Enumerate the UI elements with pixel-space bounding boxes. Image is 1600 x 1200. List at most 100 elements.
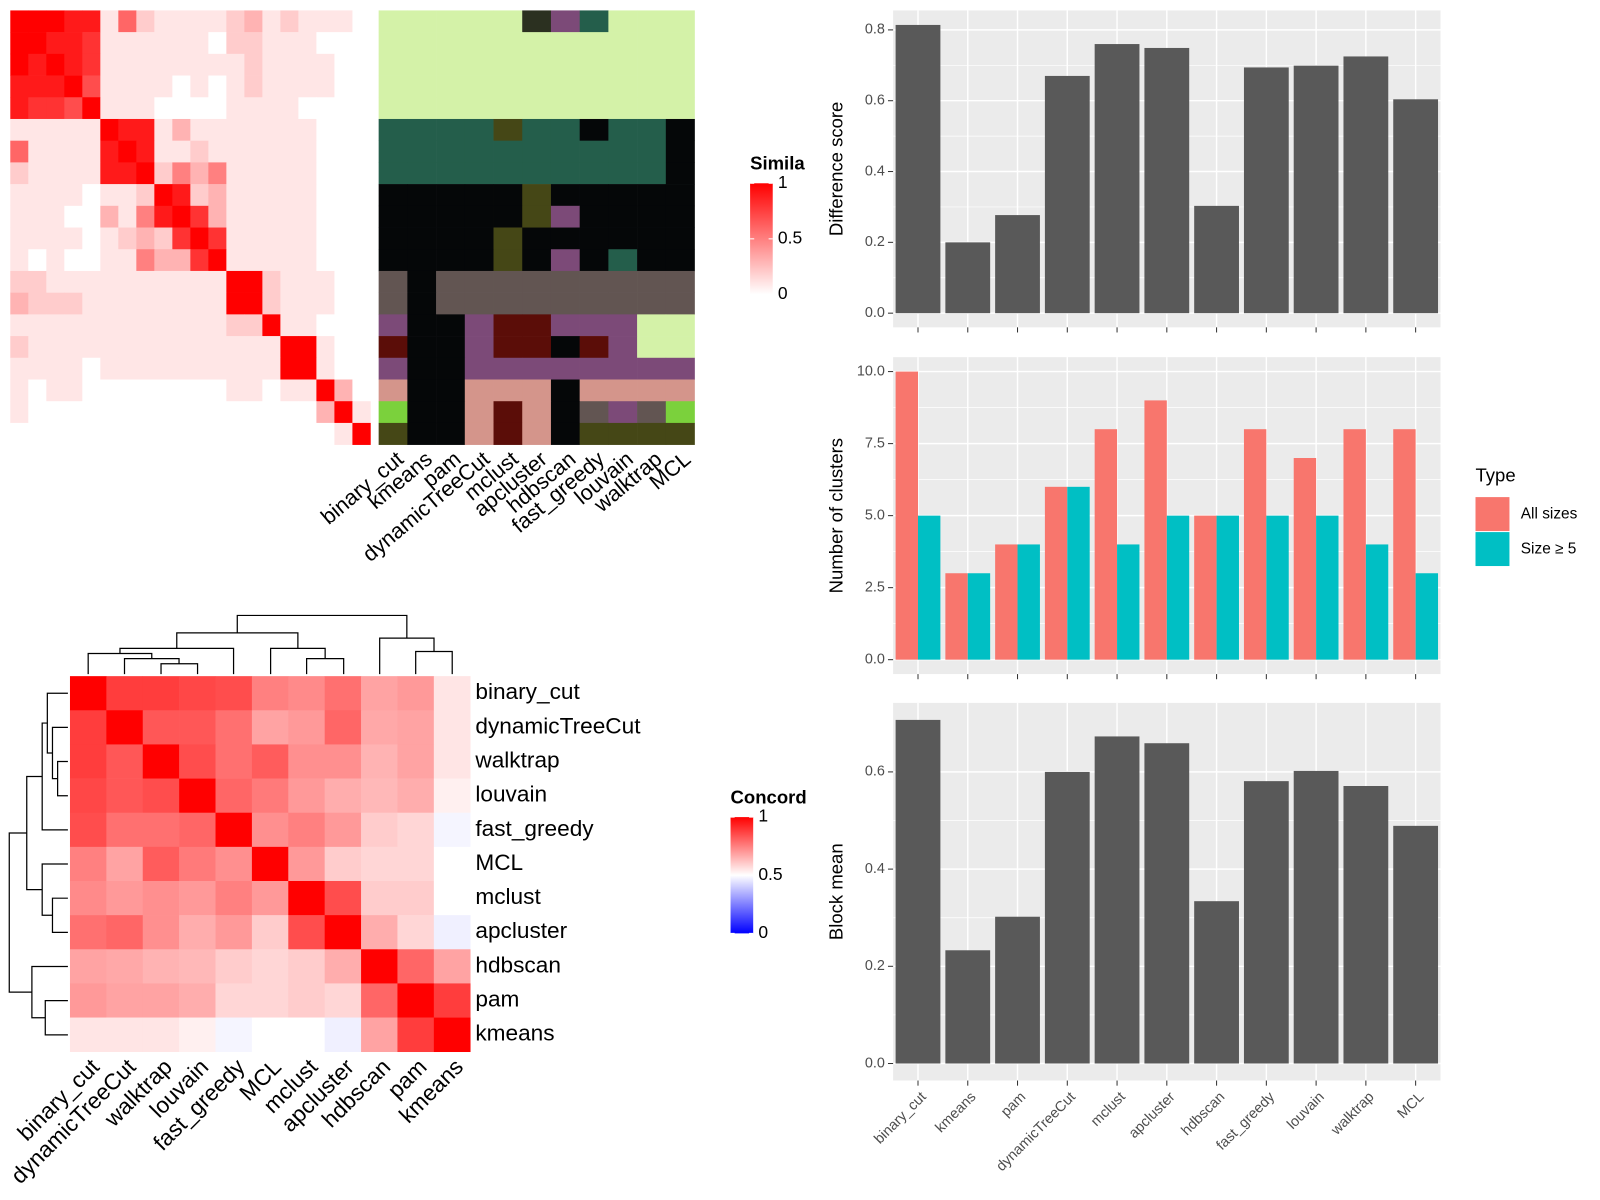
class-cell: [493, 292, 523, 315]
heatmap-cell: [64, 357, 83, 380]
bar: [895, 719, 941, 1064]
heatmap-cell: [172, 97, 191, 120]
class-cell: [637, 227, 667, 250]
heatmap-cell: [298, 379, 317, 402]
y-tick-label: 0.0: [865, 305, 885, 321]
heatmap-cell: [64, 75, 83, 98]
heatmap-cell: [361, 710, 398, 745]
heatmap-cell: [226, 205, 245, 228]
class-cell: [522, 292, 552, 315]
row-label: hdbscan: [475, 952, 561, 977]
class-cell: [579, 249, 609, 272]
row-label: MCL: [475, 850, 523, 875]
heatmap-cell: [324, 812, 362, 848]
heatmap-cell: [433, 983, 471, 1018]
heatmap-cell: [100, 422, 119, 445]
heatmap-cell: [262, 401, 281, 424]
bar: [1293, 458, 1317, 660]
heatmap-cell: [433, 744, 471, 779]
heatmap-cell: [179, 1017, 216, 1053]
row-label: walktrap: [474, 747, 559, 772]
bar: [1194, 515, 1217, 660]
heatmap-cell: [118, 10, 137, 33]
heatmap-cell: [244, 32, 263, 55]
class-cell: [522, 227, 552, 250]
heatmap-cell: [10, 227, 29, 250]
x-tick-label: louvain: [1284, 1089, 1328, 1133]
class-cell: [665, 32, 695, 55]
heatmap-cell: [154, 10, 173, 33]
bar: [1044, 771, 1090, 1064]
class-cell: [378, 75, 408, 98]
class-cell: [550, 292, 580, 315]
heatmap-cell: [288, 915, 325, 950]
heatmap-cell: [10, 162, 29, 185]
heatmap-cell: [190, 97, 209, 120]
heatmap-cell: [251, 710, 289, 745]
heatmap-cell: [190, 10, 209, 33]
heatmap-cell: [397, 778, 435, 814]
color-tick-label: 0: [778, 283, 788, 303]
heatmap-cell: [136, 270, 155, 293]
heatmap-cell: [352, 270, 371, 293]
heatmap-cell: [136, 97, 155, 120]
class-cell: [522, 32, 552, 55]
heatmap-cell: [280, 118, 299, 141]
class-cell: [608, 336, 638, 359]
x-tick-label: mclust: [1088, 1089, 1129, 1130]
heatmap-cell: [244, 270, 263, 293]
y-tick-label: 0.0: [865, 651, 885, 667]
heatmap-cell: [136, 292, 155, 315]
heatmap-cell: [244, 422, 263, 445]
class-cell: [464, 270, 494, 293]
heatmap-cell: [280, 314, 299, 337]
heatmap-cell: [100, 336, 119, 359]
y-tick-label: 0.6: [865, 93, 885, 109]
class-cell: [579, 292, 609, 315]
class-cell: [665, 10, 695, 33]
heatmap-cell: [118, 401, 137, 424]
heatmap-cell: [334, 314, 353, 337]
class-cell: [665, 140, 695, 163]
class-cell: [464, 357, 494, 380]
heatmap-cell: [244, 118, 263, 141]
heatmap-cell: [154, 270, 173, 293]
heatmap-cell: [69, 880, 107, 916]
class-cell: [550, 401, 580, 424]
heatmap-cell: [136, 184, 155, 207]
color-tick-label: 0.5: [758, 864, 782, 884]
heatmap-cell: [136, 379, 155, 402]
x-tick-label: apcluster: [1126, 1089, 1179, 1142]
heatmap-cell: [215, 880, 253, 916]
bar: [1343, 56, 1389, 314]
heatmap-cell: [118, 379, 137, 402]
class-cell: [550, 314, 580, 337]
heatmap-cell: [262, 32, 281, 55]
heatmap-cell: [136, 32, 155, 55]
heatmap-cell: [154, 314, 173, 337]
heatmap-cell: [154, 401, 173, 424]
heatmap-cell: [433, 949, 471, 984]
heatmap-cell: [208, 140, 227, 163]
class-cell: [579, 140, 609, 163]
heatmap-cell: [226, 97, 245, 120]
class-cell: [522, 53, 552, 76]
heatmap-cell: [288, 949, 325, 984]
class-cell: [436, 270, 466, 293]
heatmap-cell: [100, 53, 119, 76]
heatmap-cell: [172, 10, 191, 33]
heatmap-cell: [208, 75, 227, 98]
class-cell: [579, 357, 609, 380]
heatmap-cell: [118, 357, 137, 380]
y-axis-label: Block mean: [825, 843, 846, 940]
heatmap-cell: [82, 184, 101, 207]
heatmap-cell: [154, 53, 173, 76]
heatmap-cell: [28, 227, 47, 250]
heatmap-cell: [179, 846, 216, 882]
heatmap-cell: [208, 314, 227, 337]
heatmap-cell: [433, 812, 471, 848]
heatmap-cell: [64, 379, 83, 402]
class-cell: [579, 270, 609, 293]
heatmap-cell: [142, 710, 180, 745]
heatmap-cell: [118, 97, 137, 120]
